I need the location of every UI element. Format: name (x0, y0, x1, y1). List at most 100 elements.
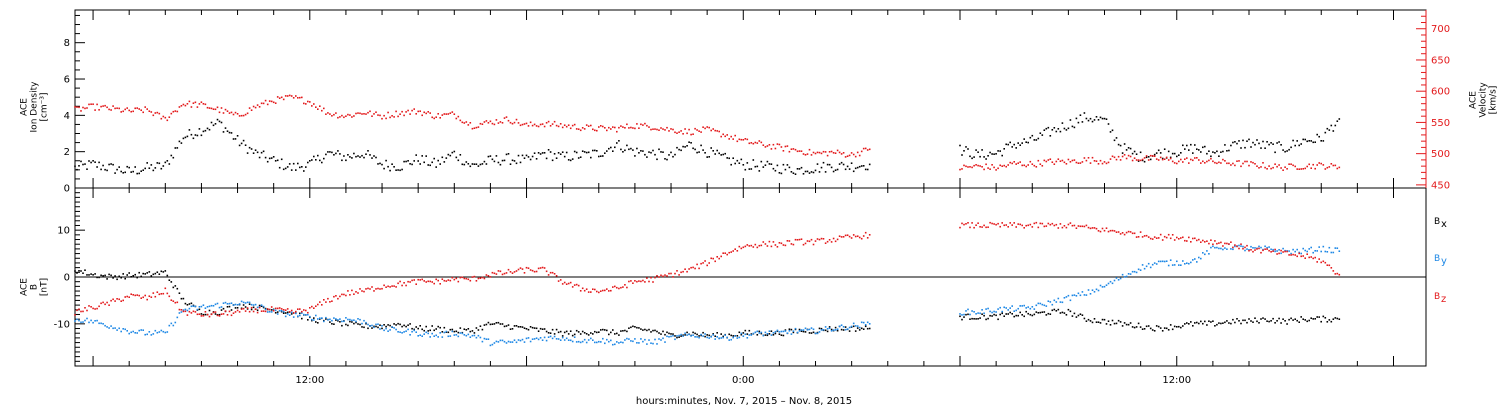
data-point (581, 127, 584, 129)
data-point (124, 328, 126, 331)
data-point (726, 336, 728, 339)
data-point (656, 275, 658, 277)
data-point (307, 100, 309, 103)
data-point (497, 341, 500, 343)
data-point (1153, 155, 1156, 157)
data-point (1071, 125, 1074, 128)
data-point (208, 128, 211, 131)
data-point (122, 110, 124, 113)
data-point (144, 106, 146, 108)
data-point (250, 303, 253, 306)
data-point (1214, 246, 1216, 249)
data-point (1258, 167, 1260, 169)
data-point (1254, 247, 1256, 249)
data-point (331, 300, 333, 302)
data-point (1171, 152, 1174, 155)
data-point (258, 304, 261, 307)
data-point (1280, 249, 1282, 252)
data-point (373, 325, 375, 328)
data-point (1067, 158, 1070, 161)
data-point (1204, 253, 1206, 256)
y-axis-title-b-line: ACE (20, 278, 30, 296)
data-point (290, 311, 293, 314)
data-point (694, 267, 696, 270)
data-point (766, 245, 769, 247)
data-point (1093, 119, 1096, 121)
data-point (1123, 143, 1126, 145)
data-point (427, 164, 429, 166)
data-point (439, 283, 441, 285)
data-point (1224, 160, 1226, 162)
data-point (1318, 162, 1320, 164)
data-point (479, 122, 482, 125)
data-point (92, 160, 94, 162)
data-point (1067, 127, 1070, 130)
data-point (1053, 299, 1056, 302)
data-point (600, 155, 602, 157)
data-point (531, 338, 534, 340)
data-point (82, 321, 84, 323)
data-point (1141, 158, 1144, 161)
data-point (128, 166, 130, 169)
data-point (965, 165, 967, 168)
data-point (429, 329, 431, 332)
data-point (198, 128, 201, 130)
data-point (628, 280, 630, 283)
data-point (395, 169, 397, 171)
data-point (598, 126, 600, 128)
data-point (387, 285, 389, 288)
data-point (1005, 143, 1007, 146)
data-point (838, 325, 841, 328)
data-point (862, 321, 865, 324)
data-point (220, 306, 223, 308)
data-point (828, 163, 831, 166)
data-point (164, 161, 167, 164)
data-point (708, 337, 710, 339)
data-point (1115, 158, 1118, 161)
data-point (708, 126, 710, 129)
data-point (664, 341, 666, 343)
data-point (226, 130, 229, 132)
data-point (748, 329, 751, 332)
data-point (286, 311, 289, 314)
data-point (218, 313, 221, 316)
data-point (156, 291, 159, 293)
data-point (1157, 149, 1160, 152)
data-point (150, 164, 153, 166)
data-point (696, 129, 698, 131)
data-point (216, 302, 219, 305)
data-point (100, 168, 102, 171)
data-point (345, 317, 347, 319)
data-point (1290, 317, 1292, 320)
data-point (1240, 147, 1242, 149)
data-point (1001, 312, 1003, 315)
y-axis-title-density-line: Ion Density (30, 81, 40, 133)
data-point (152, 333, 155, 335)
data-point (1111, 129, 1114, 132)
data-point (798, 328, 801, 331)
data-point (493, 123, 496, 126)
data-point (529, 340, 532, 343)
data-point (583, 332, 586, 334)
data-point (459, 327, 462, 329)
data-point (752, 246, 755, 248)
data-point (377, 326, 379, 329)
data-point (1017, 314, 1019, 317)
data-point (1326, 251, 1329, 253)
data-point (471, 127, 474, 130)
data-point (1157, 159, 1160, 161)
data-point (993, 153, 995, 155)
data-point (74, 314, 76, 316)
data-point (1097, 163, 1100, 165)
data-point (1250, 161, 1252, 163)
data-point (1161, 157, 1164, 160)
data-point (317, 322, 319, 324)
data-point (539, 267, 542, 269)
data-point (1262, 249, 1264, 252)
data-point (132, 275, 134, 277)
data-point (967, 308, 969, 311)
data-point (993, 310, 995, 313)
data-point (76, 318, 78, 321)
data-point (612, 329, 614, 331)
data-point (648, 328, 650, 331)
